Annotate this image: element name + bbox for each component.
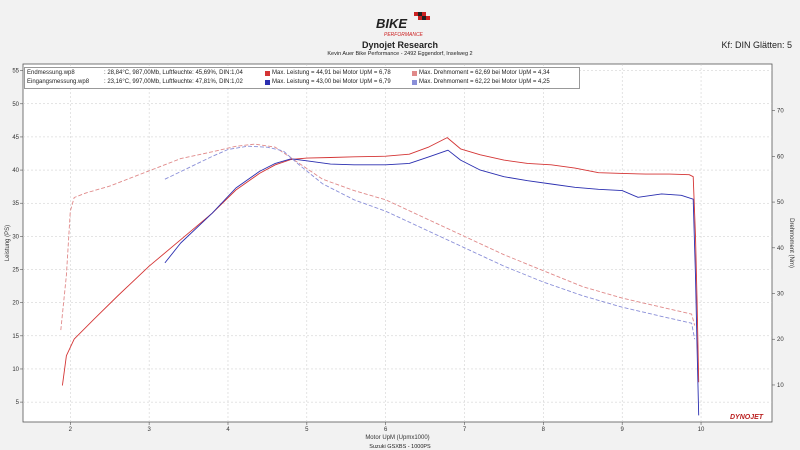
x-tick-label: 7	[463, 427, 467, 433]
legend-file: Endmessung.wp8	[27, 70, 75, 76]
y-right-tick-label: 10	[777, 383, 784, 389]
x-tick-label: 4	[226, 427, 230, 433]
y-left-tick-label: 15	[12, 334, 19, 340]
legend-power: Max. Leistung = 44,91 bei Motor UpM = 6,…	[272, 70, 391, 76]
y-right-axis-label: Drehmoment (Nm)	[788, 218, 794, 268]
legend-swatch-torque	[412, 71, 417, 76]
y-right-tick-label: 40	[777, 246, 784, 252]
logo-text-bottom: PERFORMANCE	[384, 32, 424, 38]
legend-conditions: : 28,84°C, 987,00Mb, Luftfeuchte: 45,69%…	[104, 70, 243, 76]
x-tick-label: 2	[69, 427, 73, 433]
y-left-axis-label: Leistung (PS)	[5, 225, 11, 261]
legend: Endmessung.wp8 : 28,84°C, 987,00Mb, Luft…	[24, 67, 580, 89]
logo-text-top: BIKE	[376, 16, 407, 31]
y-left-tick-label: 35	[12, 201, 19, 207]
chart-title: Dynojet Research	[361, 40, 439, 50]
legend-power: Max. Leistung = 43,00 bei Motor UpM = 6,…	[272, 79, 391, 85]
legend-torque: Max. Drehmoment = 62,69 bei Motor UpM = …	[419, 70, 550, 76]
x-tick-label: 6	[384, 427, 388, 433]
legend-file: Eingangsmessung.wp8	[27, 79, 90, 85]
y-right-tick-label: 30	[777, 292, 784, 298]
legend-conditions: : 23,16°C, 997,00Mb, Luftfeuchte: 47,81%…	[104, 79, 243, 85]
y-right-tick-label: 60	[777, 154, 784, 160]
x-tick-label: 3	[147, 427, 151, 433]
y-right-tick-label: 70	[777, 109, 784, 115]
legend-swatch-power	[265, 80, 270, 85]
y-right-tick-label: 50	[777, 200, 784, 206]
x-tick-label: 9	[621, 427, 625, 433]
y-left-tick-label: 30	[12, 234, 19, 240]
y-left-tick-label: 20	[12, 301, 19, 307]
chart-subtitle: Kevin Auer Bike Performance - 2492 Eggen…	[327, 51, 473, 57]
legend-swatch-power	[265, 71, 270, 76]
dynojet-brand: DYNOJET	[730, 414, 764, 421]
legend-torque: Max. Drehmoment = 62,22 bei Motor UpM = …	[419, 79, 550, 85]
x-tick-label: 5	[305, 427, 309, 433]
y-right-tick-label: 20	[777, 337, 784, 343]
y-left-tick-label: 10	[12, 367, 19, 373]
series-line-1	[164, 149, 700, 416]
plot-area	[22, 63, 773, 423]
series-line-2	[60, 143, 696, 331]
y-left-tick-label: 25	[12, 268, 19, 274]
smoothing-label: Kf: DIN Glätten: 5	[721, 40, 792, 50]
y-left-tick-label: 5	[16, 400, 20, 406]
x-tick-label: 10	[698, 427, 705, 433]
chart-caption: Suzuki GSXBS - 1000PS	[369, 444, 431, 450]
legend-swatch-torque	[412, 80, 417, 85]
y-left-tick-label: 45	[12, 135, 19, 141]
y-left-tick-label: 40	[12, 168, 19, 174]
x-tick-label: 8	[542, 427, 546, 433]
y-left-tick-label: 55	[12, 69, 19, 75]
series-line-3	[164, 145, 696, 340]
bike-performance-logo: BIKE PERFORMANCE	[376, 12, 430, 38]
y-left-tick-label: 50	[12, 102, 19, 108]
x-axis-label: Motor UpM (Upmx1000)	[365, 435, 429, 441]
series-line-0	[61, 137, 700, 386]
